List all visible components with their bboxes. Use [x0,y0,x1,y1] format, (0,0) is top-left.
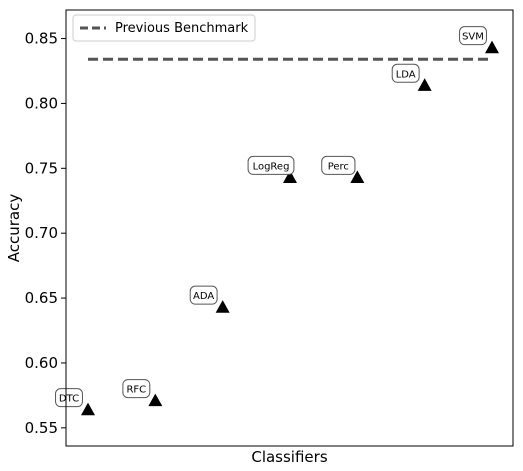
data-point [350,170,365,183]
y-tick-label: 0.75 [25,159,58,177]
data-point [417,78,432,91]
point-annotations: DTC RFC ADA LogReg Perc LDA SVM [55,26,487,408]
legend-label: Previous Benchmark [115,21,249,36]
annotation-box [247,155,295,175]
annotation-box [189,285,218,305]
y-tick-label: 0.55 [25,419,58,437]
annotation-box [391,63,420,83]
y-axis-ticks: 0.55 0.60 0.65 0.70 0.75 0.80 0.85 [25,30,66,437]
data-point [148,393,163,407]
x-axis-label: Classifiers [251,448,327,466]
annotation-label: DTC [59,394,79,405]
y-tick-label: 0.85 [25,30,58,48]
y-tick-label: 0.60 [25,354,58,372]
y-axis-label: Accuracy [5,194,23,263]
annotation-box [459,26,487,46]
annotation-label: SVM [462,32,484,43]
y-tick-label: 0.80 [25,94,58,112]
data-points [81,40,499,416]
annotation-label: LDA [396,69,416,80]
legend-box [72,14,256,42]
y-tick-label: 0.65 [25,289,58,307]
annotation-label: LogReg [253,161,290,172]
plot-frame [65,9,514,447]
y-tick-label: 0.70 [25,224,58,242]
annotation-label: RFC [126,385,146,396]
annotation-label: Perc [328,161,349,172]
annotation-box [55,388,83,408]
annotation-box [321,155,356,175]
data-point [215,300,230,313]
data-point [485,40,499,54]
annotation-box [122,379,151,399]
annotation-label: ADA [193,291,214,302]
data-point [283,170,297,183]
legend: Previous Benchmark [72,14,256,42]
data-point [81,402,95,416]
